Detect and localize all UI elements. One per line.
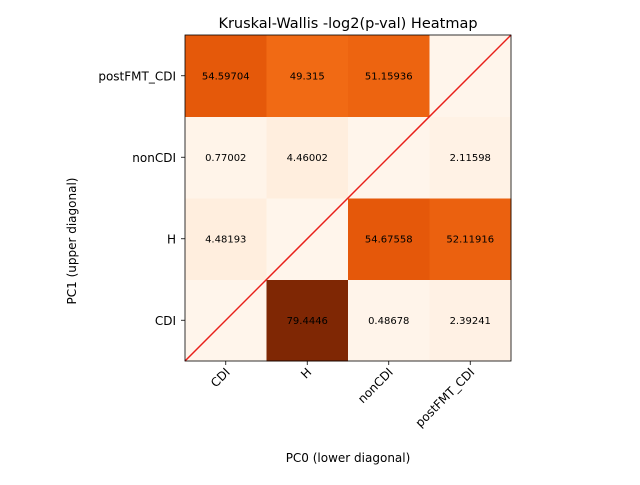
- heatmap-cell-H-nonCDI: [348, 198, 430, 280]
- cell-value-label: 2.39241: [450, 316, 491, 327]
- y-axis-label: PC1 (upper diagonal): [65, 178, 79, 305]
- heatmap-cell-labels: 79.4446 0.48678 2.39241 4.48193 54.67558 52.1…: [202, 71, 494, 327]
- plot-frame: [184, 34, 512, 362]
- heatmap-cell-H-CDI: [185, 198, 267, 280]
- cell-value-label: 51.15936: [365, 71, 413, 82]
- cell-value-label: 0.48678: [368, 316, 409, 327]
- heatmap-cell-postFMT_CDI-CDI: [185, 35, 267, 117]
- heatmap-cell-nonCDI-H: [266, 116, 349, 199]
- chart-title: Kruskal-Wallis -log2(p-val) Heatmap: [218, 16, 477, 32]
- heatmap-cell-CDI-nonCDI: [348, 279, 430, 362]
- heatmap-cell-nonCDI-postFMT_CDI: [429, 116, 512, 199]
- cell-value-label: 49.315: [290, 71, 325, 82]
- heatmap-cell-CDI-H: [266, 279, 349, 362]
- heatmap-cell-CDI-postFMT_CDI: [429, 279, 512, 362]
- heatmap-cell-postFMT_CDI-nonCDI: [348, 35, 430, 117]
- cell-value-label: 0.77002: [205, 153, 246, 164]
- cell-value-label: 54.67558: [365, 234, 413, 245]
- cell-value-label: 4.46002: [287, 153, 328, 164]
- cell-value-label: 2.11598: [450, 153, 491, 164]
- cell-value-label: 52.11916: [446, 234, 494, 245]
- cell-value-label: 54.59704: [202, 71, 250, 82]
- y-tick-label: H: [167, 232, 176, 246]
- x-axis-label: PC0 (lower diagonal): [286, 451, 411, 465]
- y-tick-label: nonCDI: [132, 151, 176, 165]
- heatmap-cell-postFMT_CDI-H: [266, 35, 349, 117]
- y-tick-label: CDI: [155, 314, 176, 328]
- cell-value-label: 79.4446: [287, 316, 328, 327]
- y-tick-label: postFMT_CDI: [98, 69, 176, 83]
- cell-value-label: 4.48193: [205, 234, 246, 245]
- heatmap-cell-nonCDI-CDI: [185, 116, 267, 199]
- heatmap-cell-H-postFMT_CDI: [429, 198, 512, 280]
- diagonal-line: [184, 34, 512, 362]
